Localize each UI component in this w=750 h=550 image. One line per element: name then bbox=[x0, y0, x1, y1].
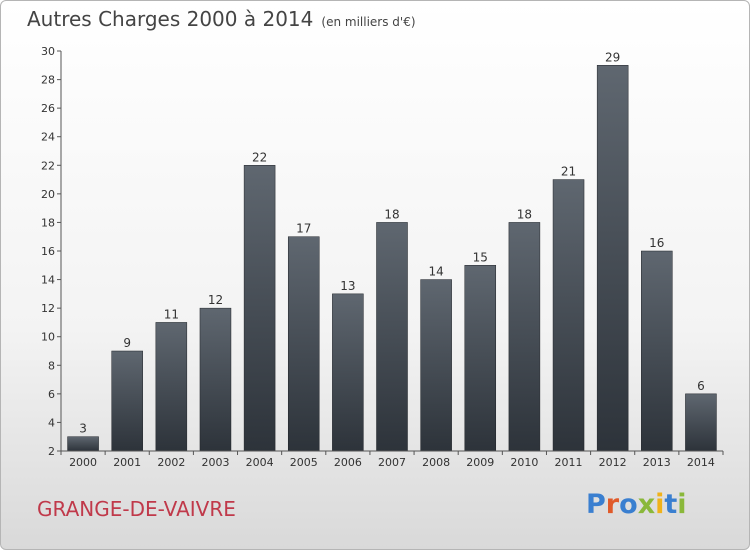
logo-letter: P bbox=[586, 489, 606, 520]
x-tick-label: 2004 bbox=[246, 456, 274, 469]
x-tick-label: 2003 bbox=[201, 456, 229, 469]
bar-value-label: 22 bbox=[252, 150, 267, 164]
chart-unit: (en milliers d'€) bbox=[321, 15, 416, 29]
y-tick-label: 20 bbox=[41, 188, 55, 201]
bar bbox=[111, 350, 143, 452]
bars-group: 3 9 11 12 22 17 13 18 14 15 18 21 29 16 6 bbox=[67, 50, 717, 452]
bar bbox=[376, 222, 408, 452]
bar bbox=[464, 265, 497, 452]
bar-value-label: 18 bbox=[517, 207, 532, 221]
x-tick-label: 2011 bbox=[555, 456, 583, 469]
y-tick-label: 16 bbox=[41, 245, 55, 258]
x-tick-label: 2010 bbox=[510, 456, 538, 469]
bar bbox=[552, 179, 585, 452]
x-tick-label: 2002 bbox=[157, 456, 185, 469]
bar bbox=[685, 393, 717, 452]
y-tick-label: 22 bbox=[41, 159, 55, 172]
chart-title: Autres Charges 2000 à 2014 (en milliers d… bbox=[27, 7, 416, 31]
bar-value-label: 29 bbox=[605, 50, 620, 64]
proxiti-logo[interactable]: Proxiti bbox=[586, 489, 687, 520]
town-name: GRANGE-DE-VAIVRE bbox=[37, 497, 236, 521]
bar bbox=[641, 250, 673, 452]
bar-value-label: 3 bbox=[79, 422, 87, 436]
x-tick-label: 2012 bbox=[599, 456, 627, 469]
y-tick-label: 4 bbox=[48, 416, 55, 429]
x-tick-label: 2008 bbox=[422, 456, 450, 469]
bar bbox=[155, 322, 188, 452]
y-tick-label: 28 bbox=[41, 74, 55, 87]
y-tick-label: 2 bbox=[48, 445, 55, 458]
y-tick-label: 12 bbox=[41, 302, 55, 315]
bar bbox=[420, 279, 452, 452]
bar-value-label: 11 bbox=[164, 307, 179, 321]
x-tick-label: 2013 bbox=[643, 456, 671, 469]
bar bbox=[332, 293, 364, 452]
bar bbox=[243, 165, 276, 452]
bar-value-label: 13 bbox=[340, 279, 355, 293]
x-tick-label: 2007 bbox=[378, 456, 406, 469]
logo-letter: i bbox=[655, 489, 665, 520]
bar-value-label: 14 bbox=[428, 265, 443, 279]
x-tick-label: 2009 bbox=[466, 456, 494, 469]
chart-title-text: Autres Charges 2000 à 2014 bbox=[27, 7, 314, 31]
y-tick-label: 24 bbox=[41, 131, 55, 144]
logo-letter: r bbox=[605, 489, 620, 520]
bar bbox=[287, 236, 320, 452]
y-tick-label: 30 bbox=[41, 45, 55, 58]
y-tick-label: 10 bbox=[41, 331, 55, 344]
y-tick-label: 14 bbox=[41, 274, 55, 287]
bar-value-label: 15 bbox=[473, 250, 488, 264]
bar-value-label: 17 bbox=[296, 222, 311, 236]
x-tick-label: 2006 bbox=[334, 456, 362, 469]
bar bbox=[199, 307, 232, 452]
x-tick-label: 2005 bbox=[290, 456, 318, 469]
y-tick-label: 18 bbox=[41, 216, 55, 229]
bar-value-label: 16 bbox=[649, 236, 664, 250]
bar-value-label: 21 bbox=[561, 165, 576, 179]
x-tick-label: 2014 bbox=[687, 456, 715, 469]
x-tick-label: 2001 bbox=[113, 456, 141, 469]
y-tick-label: 6 bbox=[48, 388, 55, 401]
bar bbox=[596, 65, 629, 452]
y-tick-label: 26 bbox=[41, 102, 55, 115]
logo-letter: o bbox=[619, 489, 638, 520]
y-tick-label: 8 bbox=[48, 359, 55, 372]
bar bbox=[67, 436, 99, 452]
bar-value-label: 12 bbox=[208, 293, 223, 307]
logo-letter: i bbox=[677, 489, 687, 520]
logo-letter: x bbox=[637, 489, 656, 520]
bar-value-label: 18 bbox=[384, 207, 399, 221]
bar bbox=[508, 222, 541, 452]
bar-value-label: 6 bbox=[697, 379, 705, 393]
logo-letter: t bbox=[664, 489, 678, 520]
x-tick-label: 2000 bbox=[69, 456, 97, 469]
bar-value-label: 9 bbox=[123, 336, 131, 350]
